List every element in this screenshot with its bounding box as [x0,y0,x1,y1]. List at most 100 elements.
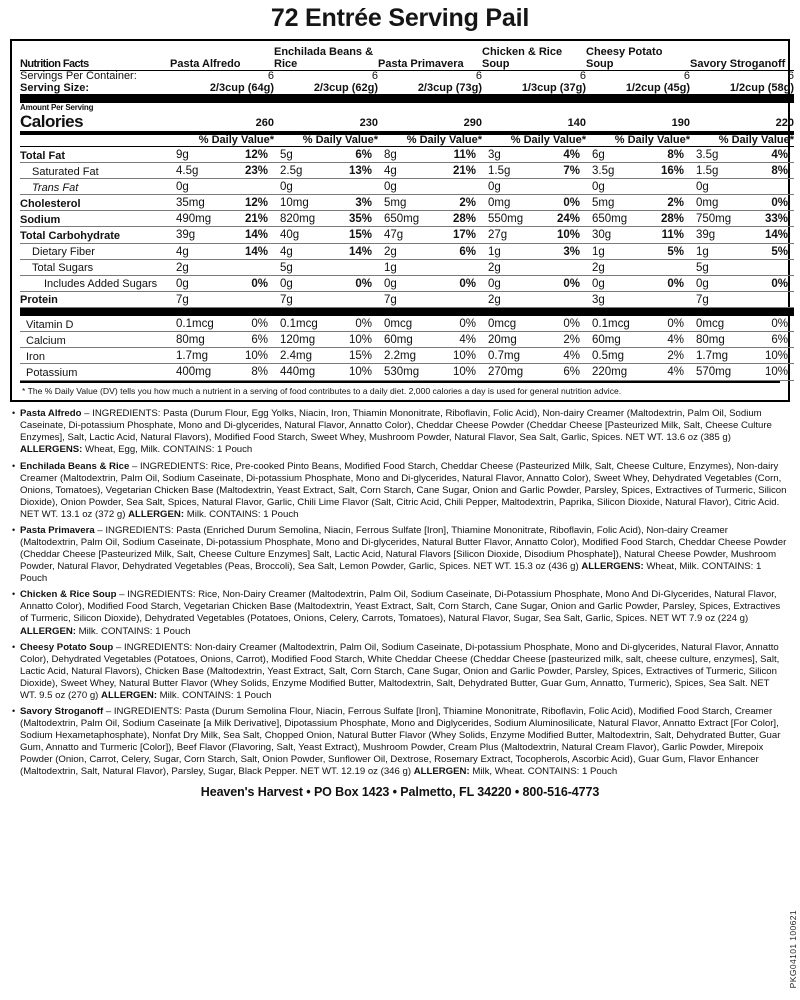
nutrition-facts-table: Nutrition Facts Pasta Alfredo Enchilada Be… [20,46,794,381]
nutrient-dv-8-2: 0% [459,277,476,290]
daily-value-header-5: % Daily Value* [690,132,794,148]
nutrient-amount-1-3: 1.5g [488,165,511,178]
nutrient-cell-1-5: 1.5g 8% [690,162,794,180]
vitamin-amount-2-3: 0.7mg [488,350,520,363]
ingredient-allergen-label-0: ALLERGENS: [20,444,83,456]
nutrient-amount-3-2: 5mg [384,197,407,210]
column-header-0: Pasta Alfredo [170,47,274,72]
servings-value-3: 6 [579,70,586,83]
nutrient-cell-2-3: 0g [482,178,586,196]
nutrient-dv-0-2: 11% [453,149,476,162]
calories-value-0: 260 [170,103,274,135]
vitamin-amount-3-5: 570mg [696,366,732,379]
nutrient-dv-6-0: 14% [244,245,268,258]
nutrient-label-4: Sodium [20,210,170,228]
nutrient-amount-4-0: 490mg [176,213,212,226]
vitamin-cell-2-1: 2.4mg 15% [274,347,378,365]
vitamin-amount-3-3: 270mg [488,366,524,379]
ingredient-body-3: INGREDIENTS: Rice, Non-Dairy Creamer (Ma… [20,589,781,625]
nutrient-amount-8-2: 0g [384,277,397,290]
vitamin-label-3: Potassium [20,363,170,381]
nutrient-label-5: Total Carbohydrate [20,226,170,244]
vitamin-label-2: Iron [20,347,170,365]
nutrient-amount-3-4: 5mg [592,197,615,210]
nutrient-cell-9-1: 7g [274,291,378,308]
ingredient-product-name-4: Cheesy Potato Soup [20,641,114,653]
ingredient-dash-5: – [103,706,114,718]
nutrient-cell-3-4: 5mg 2% [586,194,690,212]
vitamin-cell-1-1: 120mg 10% [274,331,378,349]
nutrient-dv-3-2: 2% [459,197,476,210]
column-header-2: Pasta Primavera [378,47,482,72]
vitamin-amount-1-2: 60mg [384,334,413,347]
ingredient-allergen-label-4: ALLERGEN: [101,689,158,701]
nutrient-amount-9-2: 7g [384,293,397,306]
nutrient-cell-4-1: 820mg 35% [274,210,378,228]
column-header-5: Savory Stroganoff [690,47,794,72]
nutrient-cell-6-3: 1g 3% [482,243,586,260]
nutrient-cell-4-3: 550mg 24% [482,210,586,228]
nutrient-cell-2-4: 0g [586,178,690,196]
nutrient-amount-3-3: 0mg [488,197,511,210]
nutrient-cell-1-4: 3.5g 16% [586,162,690,180]
nutrient-amount-6-2: 2g [384,245,397,258]
vitamin-cell-2-0: 1.7mg 10% [170,347,274,365]
nutrient-cell-8-0: 0g 0% [170,275,274,292]
nutrient-dv-1-3: 7% [563,165,580,178]
nutrient-cell-5-1: 40g 15% [274,226,378,244]
nutrient-amount-1-5: 1.5g [696,165,719,178]
vitamin-amount-2-2: 2.2mg [384,350,416,363]
vitamin-band-1 [274,307,378,317]
ingredient-dash-3: – [116,589,128,601]
ingredient-allergen-text-5: Milk, Wheat. CONTAINS: 1 Pouch [469,766,618,778]
nutrient-amount-4-1: 820mg [280,213,316,226]
vitamin-cell-2-5: 1.7mg 10% [690,347,794,365]
vitamin-dv-3-5: 10% [764,366,788,379]
company-footer: Heaven's Harvest • PO Box 1423 • Palmett… [200,784,600,799]
nutrient-cell-1-3: 1.5g 7% [482,162,586,180]
nutrient-dv-5-2: 17% [452,229,476,242]
nutrient-dv-7-5 [786,268,794,271]
nutrient-cell-7-0: 2g [170,259,274,276]
vitamin-amount-2-5: 1.7mg [696,350,728,363]
nutrient-amount-2-5: 0g [696,181,709,194]
nutrient-row: Saturated Fat 4.5g 23% 2.5g 13% 4g 21% 1.5g 7% 3.… [20,162,794,180]
nutrient-dv-5-1: 15% [348,229,372,242]
daily-value-header-spacer [20,132,170,148]
nutrient-row: Includes Added Sugars 0g 0% 0g 0% 0g 0% 0g 0% 0g 0… [20,275,794,292]
vitamin-cell-3-2: 530mg 10% [378,363,482,381]
nutrient-cell-8-1: 0g 0% [274,275,378,292]
nutrient-amount-5-2: 47g [384,229,404,242]
vitamin-amount-3-2: 530mg [384,366,420,379]
calories-value-4: 190 [586,103,690,135]
vitamin-dv-1-3: 2% [563,334,580,347]
daily-value-footnote: * The % Daily Value (DV) tells you how m… [20,380,780,397]
nutrient-amount-8-3: 0g [488,277,501,290]
nutrient-row: Total Carbohydrate 39g 14% 40g 15% 47g 17% 27g 1… [20,226,794,244]
nutrient-amount-1-2: 4g [384,165,397,178]
nutrient-dv-2-3 [578,187,586,190]
calories-label-cell: Amount Per Serving Calories [20,103,170,135]
servings-value-5: 6 [787,70,794,83]
vitamin-dv-0-3: 0% [563,318,580,331]
vitamin-amount-1-3: 20mg [488,334,517,347]
nutrient-row: Total Sugars 2g 5g 1g 2g 2g 5g [20,259,794,276]
nutrient-cell-3-3: 0mg 0% [482,194,586,212]
nutrient-amount-6-5: 1g [696,245,709,258]
nutrient-dv-0-4: 8% [667,149,684,162]
vitamin-cell-0-3: 0mcg 0% [482,316,586,333]
ingredient-dash-2: – [94,524,106,536]
nutrient-cell-2-5: 0g [690,178,794,196]
nutrient-cell-1-1: 2.5g 13% [274,162,378,180]
daily-value-header-4: % Daily Value* [586,132,690,148]
ingredient-product-name-3: Chicken & Rice Soup [20,589,117,601]
nutrient-cell-9-5: 7g [690,291,794,308]
vitamin-cell-2-3: 0.7mg 4% [482,347,586,365]
daily-value-header-1: % Daily Value* [274,132,378,148]
nutrient-amount-1-0: 4.5g [176,165,199,178]
ingredient-allergen-label-1: ALLERGEN: [128,508,185,520]
vitamin-band-2 [378,307,482,317]
nutrient-cell-7-4: 2g [586,259,690,276]
nutrient-cell-6-5: 1g 5% [690,243,794,260]
nutrient-cell-6-1: 4g 14% [274,243,378,260]
